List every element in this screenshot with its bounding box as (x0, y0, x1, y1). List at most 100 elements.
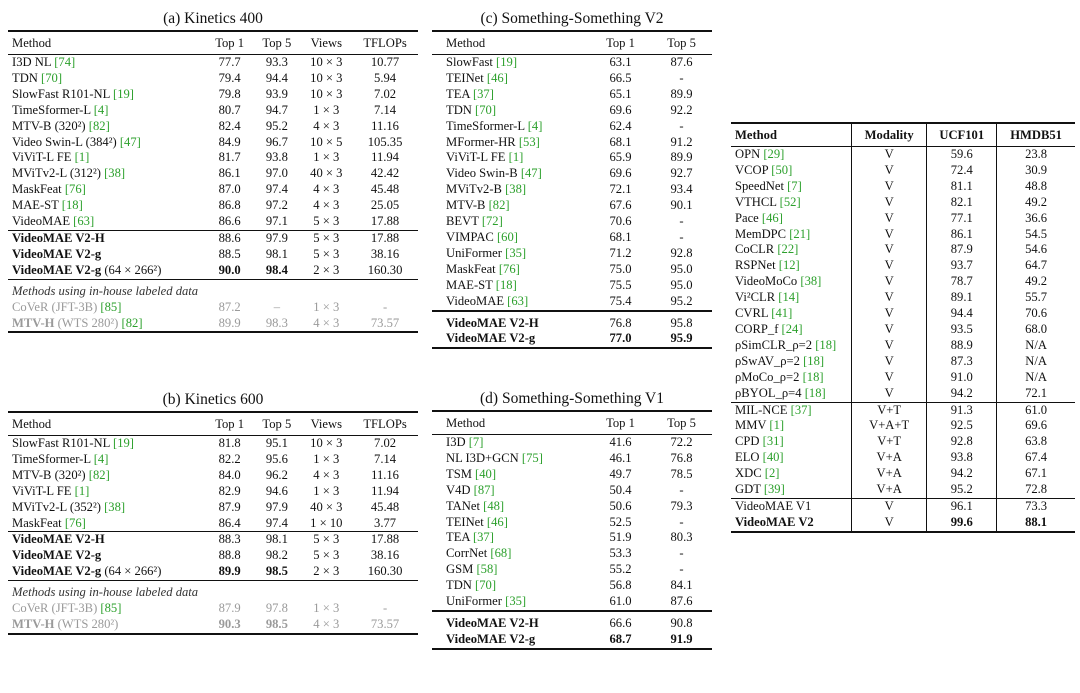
col-method: Method (8, 411, 206, 436)
value-hmdb51: N/A (1025, 353, 1047, 368)
value-tflops: 7.14 (374, 451, 397, 466)
value-t1: 75.4 (609, 293, 632, 308)
table-ucf-hmdb: Method Modality UCF101 HMDB51 OPN [29] V 5… (731, 122, 1075, 533)
col-hmdb51: HMDB51 (996, 122, 1075, 147)
value-views: 2 × 3 (313, 564, 340, 579)
value-views: 4 × 3 (313, 467, 340, 482)
method-cell: GSM [58] (432, 562, 590, 578)
value-t5: 92.8 (670, 245, 693, 260)
value-ucf101: 92.8 (926, 434, 998, 451)
table-row-inhouse: MTV-H (WTS 280²) [82] 89.9 98.3 4 × 3 73.57 (8, 315, 418, 334)
citation: [18] (804, 385, 826, 400)
value-t5: 76.8 (670, 450, 693, 465)
method-name: XDC (735, 466, 765, 481)
method-name: VideoMAE V2-g (12, 262, 102, 277)
value-t1: 79.4 (218, 70, 241, 85)
value-t1: 87.9 (218, 601, 241, 616)
method-cell: VideoMAE [63] (8, 214, 206, 230)
citation: [2] (764, 466, 780, 481)
value-ucf101: 87.3 (926, 353, 998, 370)
table-row: CORP_f [24] V 93.5 68.0 (731, 321, 1075, 338)
value-modality: V+T (851, 401, 928, 419)
value-t5: 95.0 (670, 261, 693, 276)
method-cell: TDN [70] (432, 578, 590, 594)
table-row: V4D [87] 50.4 - (432, 483, 712, 499)
method-name: Video Swin-B (446, 166, 521, 181)
method-cell: TEA [37] (432, 87, 590, 103)
table-row: CorrNet [68] 53.3 - (432, 546, 712, 562)
value-views: 1 × 3 (313, 601, 340, 616)
value-ucf101: 77.1 (926, 210, 998, 227)
value-tflops: 25.05 (370, 198, 400, 213)
method-cell: TSM [40] (432, 467, 590, 483)
method-name: TDN (446, 102, 476, 117)
value-modality: V (851, 194, 928, 211)
method-name: VideoMAE (446, 293, 508, 308)
method-cell: VideoMAE V2-g (64 × 266²) (8, 263, 206, 279)
col-ucf101: UCF101 (926, 122, 998, 147)
method-name: MViTv2-L (352²) (12, 499, 105, 514)
value-views: 5 × 3 (313, 214, 340, 229)
value-tflops: 11.16 (371, 118, 399, 133)
value-tflops: 105.35 (367, 134, 403, 149)
method-cell: ρSimCLR_ρ=2 [18] (731, 337, 852, 354)
value-t5: - (679, 546, 684, 561)
value-t1: 89.9 (218, 564, 241, 579)
method-cell: TDN [70] (8, 71, 206, 87)
method-name: CoVeR (12, 299, 49, 314)
value-tflops: - (382, 299, 388, 314)
method-cell: I3D [7] (432, 433, 590, 451)
table-row-inhouse: CoVeR (JFT-3B) [85] 87.2 – 1 × 3 - (8, 300, 418, 316)
value-t5: 95.9 (651, 331, 712, 350)
table-row: GSM [58] 55.2 - (432, 562, 712, 578)
citation: [48] (483, 498, 505, 513)
header-row: Method Top 1 Top 5 Views TFLOPs (8, 30, 418, 55)
method-cell: MMV [1] (731, 418, 852, 435)
value-hmdb51: 88.1 (996, 514, 1075, 533)
col-top1: Top 1 (590, 30, 651, 55)
table-row-inhouse: MTV-H (WTS 280²) 90.3 98.5 4 × 3 73.57 (8, 616, 418, 635)
value-hmdb51: 70.6 (1025, 306, 1048, 321)
citation: [35] (505, 594, 527, 609)
method-name: TSM (446, 466, 476, 481)
col-top1: Top 1 (206, 30, 254, 55)
method-name: ρSwAV_ρ=2 (735, 353, 804, 368)
value-t5: - (679, 118, 684, 133)
table-row: SlowFast [19] 63.1 87.6 (432, 53, 712, 71)
value-t5: - (679, 70, 684, 85)
table-row: TEA [37] 65.1 89.9 (432, 87, 712, 103)
col-method: Method (432, 410, 590, 435)
citation: [19] (113, 86, 134, 101)
method-name: CORP_f (735, 321, 782, 336)
table-row-ours: VideoMAE V2-H 88.6 97.9 5 × 3 17.88 (8, 229, 418, 247)
value-hmdb51: 64.7 (1025, 258, 1048, 273)
method-cell: VTHCL [52] (731, 194, 852, 211)
method-name: VideoMAE V2-g (12, 246, 102, 261)
col-tflops: TFLOPs (352, 411, 418, 436)
value-t5: 93.4 (670, 182, 693, 197)
table-row: SpeedNet [7] V 81.1 48.8 (731, 178, 1075, 195)
table-row: MViTv2-L (312²) [38] 86.1 97.0 40 × 3 42.42 (8, 166, 418, 182)
method-cell: CorrNet [68] (432, 546, 590, 562)
value-modality: V (851, 290, 928, 307)
citation: [46] (486, 70, 508, 85)
value-views: 4 × 3 (300, 616, 353, 635)
value-views: 4 × 3 (313, 182, 340, 197)
method-name: CPD (735, 434, 763, 449)
value-modality: V (851, 242, 928, 259)
method-name: SlowFast (446, 55, 497, 69)
citation: [22] (777, 242, 799, 257)
value-t5: 87.6 (670, 594, 693, 609)
value-hmdb51: N/A (1025, 369, 1047, 384)
value-tflops: 7.02 (374, 86, 397, 101)
table-row-ours: VideoMAE V2-H 66.6 90.8 (432, 609, 712, 632)
table-row: CPD [31] V+T 92.8 63.8 (731, 434, 1075, 451)
method-cell: VideoMAE V1 (731, 497, 852, 515)
citation: [7] (787, 178, 802, 193)
table-row: TEINet [46] 52.5 - (432, 515, 712, 531)
method-cell: TEA [37] (432, 530, 590, 546)
method-cell: CVRL [41] (731, 306, 852, 322)
table-row: VideoMoCo [38] V 78.7 49.2 (731, 274, 1075, 291)
value-tflops: 45.48 (370, 182, 400, 197)
method-name: MIL-NCE (735, 402, 791, 417)
